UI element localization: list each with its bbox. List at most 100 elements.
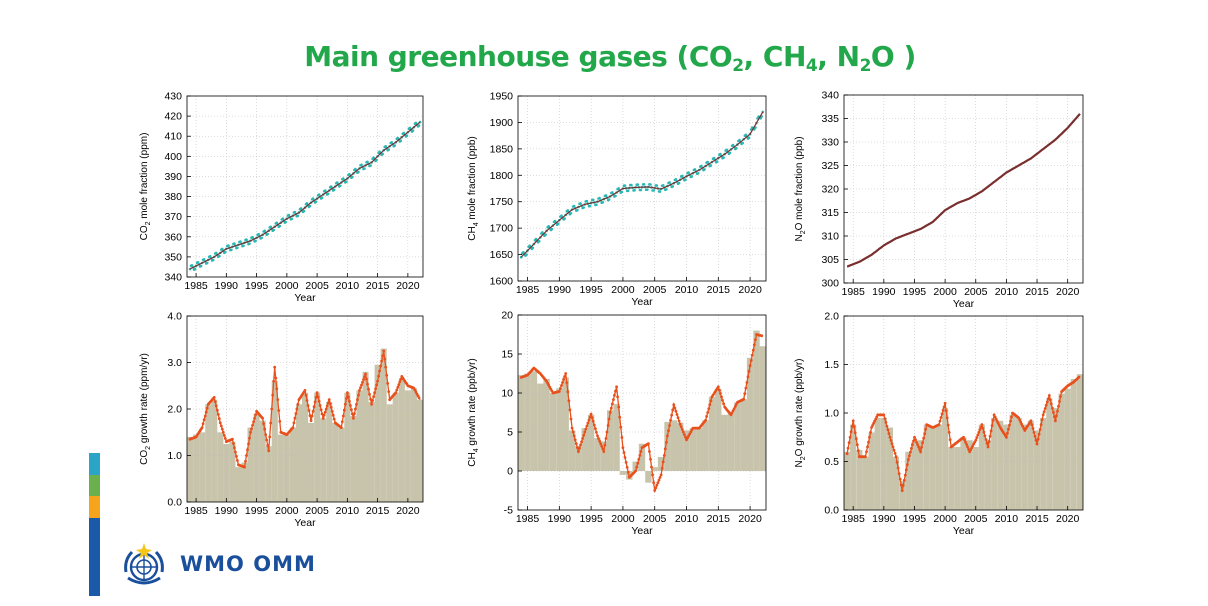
growth-point [330,409,334,413]
growth-point [264,433,268,436]
growth-point [660,467,664,470]
growth-point [394,391,398,395]
growth-point [647,442,650,446]
growth-point [679,425,683,429]
growth-point [674,409,678,413]
x-tick-label: 1995 [903,286,927,298]
growth-point [253,416,256,420]
obs-point [260,236,263,240]
y-tick-label: 5 [507,427,513,439]
bar [380,348,387,502]
growth-point [1020,422,1024,426]
growth-point [595,430,598,434]
growth-point [270,407,274,411]
y-axis-title-sub: 4 [473,448,480,452]
x-tick-label: 1990 [215,280,239,292]
growth-point [994,417,998,421]
growth-point [873,419,876,423]
growth-point [557,390,561,393]
growth-point [315,391,319,395]
co2-mole-fraction-chart: 1985 1990 1995 2000 2005 2010 2015 2020 340 350 36… [139,91,424,304]
growth-point [921,441,924,445]
growth-point [231,437,234,441]
y-tick-label: 0.0 [167,497,182,509]
x-tick-label: 2015 [366,505,390,517]
growth-point [622,451,626,454]
growth-point [919,450,922,454]
bar [1046,398,1053,510]
growth-point [1018,418,1022,422]
x-tick-label: 2000 [275,280,299,292]
x-tick-label: 2005 [305,280,329,292]
obs-point [308,204,312,208]
growth-point [663,447,667,451]
growth-point [1048,398,1052,402]
x-tick-label: 2020 [738,513,762,525]
growth-point [1021,424,1025,428]
plot-frame [517,95,767,282]
growth-point [268,435,272,439]
y-axis-title-rest: growth rate (ppb/yr) [467,358,478,448]
growth-point [318,404,322,407]
growth-point [332,417,336,421]
growth-point [1058,400,1061,403]
stripe-blue-light [89,453,100,475]
bar [594,438,601,471]
growth-point [292,421,296,425]
growth-point [997,424,1001,427]
growth-point [321,416,325,420]
obs-point [525,253,528,256]
growth-point [1037,432,1041,436]
obs-point [706,160,709,164]
y-tick-label: 0 [507,466,513,478]
bar [670,420,677,471]
growth-point [221,430,225,434]
bar [217,432,224,503]
growth-point [599,442,603,446]
growth-point [269,421,273,425]
y-axis-title: CH4 mole fraction (ppb) [467,136,480,241]
obs-point [363,167,366,170]
obs-point [687,171,690,174]
growth-point [638,454,642,457]
growth-point [754,338,757,342]
obs-point [611,191,614,194]
obs-point [266,232,269,236]
growth-point [897,472,901,475]
bar [651,467,658,471]
y-tick-label: 400 [164,151,182,163]
growth-point [975,436,979,439]
x-tick-label: 1995 [903,513,927,525]
growth-point [244,459,247,463]
growth-point [730,411,734,415]
stripe-green [89,475,100,496]
growth-point [354,407,357,411]
growth-point [245,454,248,457]
bar [677,422,684,471]
bar [277,434,284,502]
obs-point [263,229,266,233]
growth-point [851,419,855,423]
bar [362,371,369,502]
growth-point [607,417,611,421]
growth-point [565,381,569,384]
growth-point [665,441,668,444]
obs-point [245,238,248,241]
growth-point [355,403,358,406]
growth-point [847,441,851,445]
obs-point [248,242,251,245]
growth-point [716,385,720,389]
growth-point [293,416,297,420]
obs-point [646,188,649,191]
growth-point [273,365,277,369]
growth-point [908,454,911,458]
growth-point [588,415,592,419]
obs-point [661,184,665,187]
obs-point [360,163,363,167]
obs-point [221,247,224,251]
obs-point [630,183,633,187]
obs-point [351,175,354,179]
growth-point [580,440,583,444]
obs-point [211,258,215,262]
obs-point [684,178,687,181]
